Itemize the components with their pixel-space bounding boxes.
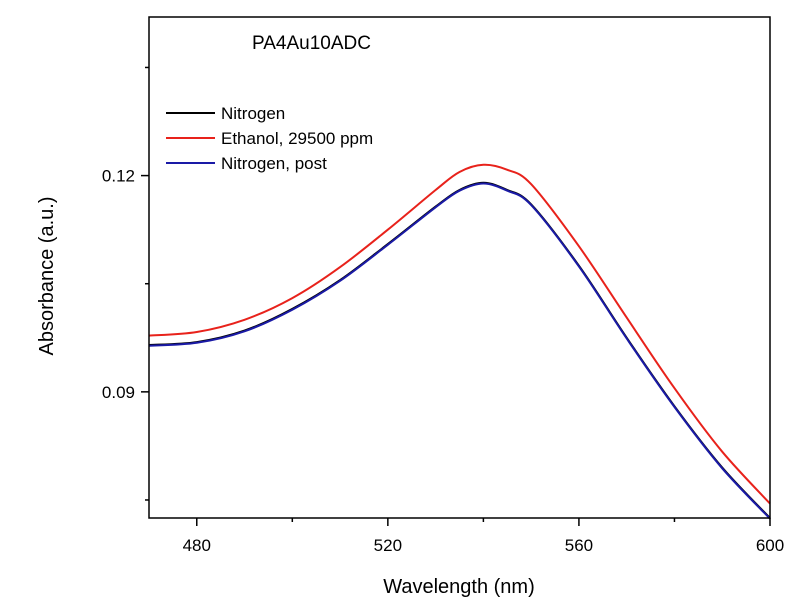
x-tick-label: 480 <box>183 536 211 555</box>
y-tick-label: 0.09 <box>102 383 135 402</box>
x-tick-label: 520 <box>374 536 402 555</box>
chart-title: PA4Au10ADC <box>252 33 371 54</box>
y-tick-label: 0.12 <box>102 167 135 186</box>
series-line-2 <box>148 182 771 520</box>
y-axis-title: Absorbance (a.u.) <box>36 197 58 356</box>
series-line-0 <box>148 181 771 519</box>
x-tick-label: 600 <box>756 536 784 555</box>
legend: Nitrogen Ethanol, 29500 ppm Nitrogen, post <box>166 104 373 173</box>
x-tick-label: 560 <box>565 536 593 555</box>
legend-label: Ethanol, 29500 ppm <box>221 129 373 148</box>
x-axis-title: Wavelength (nm) <box>383 576 535 598</box>
legend-label: Nitrogen, post <box>221 154 327 173</box>
axis-ticks: 480 520 560 600 0.09 0.12 <box>102 66 784 555</box>
series-line-1 <box>148 163 771 505</box>
plot-frame <box>148 16 771 519</box>
legend-label: Nitrogen <box>221 104 285 123</box>
plot-area <box>148 163 771 520</box>
